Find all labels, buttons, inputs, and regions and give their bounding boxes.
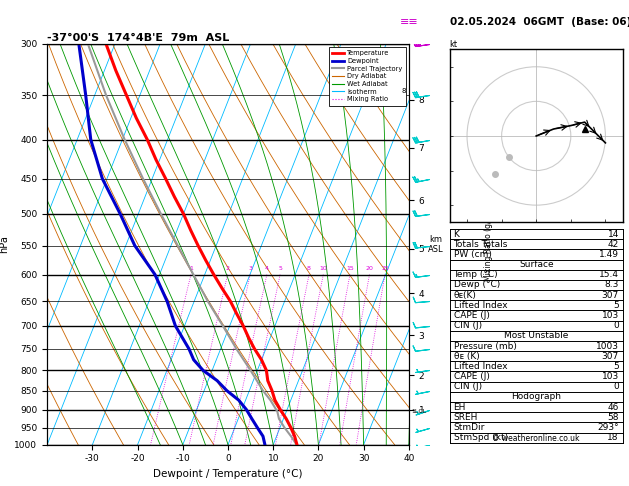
- Text: Totals Totals: Totals Totals: [454, 240, 508, 249]
- Text: 20: 20: [365, 265, 374, 271]
- Text: EH: EH: [454, 402, 466, 412]
- Text: Hodograph: Hodograph: [511, 392, 561, 401]
- Text: CIN (J): CIN (J): [454, 382, 482, 391]
- Text: K: K: [454, 229, 459, 239]
- Text: 58: 58: [608, 413, 619, 422]
- Text: 02.05.2024  06GMT  (Base: 06): 02.05.2024 06GMT (Base: 06): [450, 17, 629, 27]
- Text: 8: 8: [401, 88, 406, 94]
- Text: 18: 18: [608, 433, 619, 442]
- Text: Most Unstable: Most Unstable: [504, 331, 569, 340]
- Text: -37°00'S  174°4B'E  79m  ASL: -37°00'S 174°4B'E 79m ASL: [47, 33, 230, 43]
- Text: 4: 4: [265, 265, 269, 271]
- Text: 1003: 1003: [596, 342, 619, 350]
- Y-axis label: km
ASL: km ASL: [428, 235, 443, 254]
- Text: 10: 10: [320, 265, 327, 271]
- Text: 14: 14: [608, 229, 619, 239]
- Text: 5: 5: [278, 265, 282, 271]
- Text: Mixing Ratio (g/kg): Mixing Ratio (g/kg): [484, 208, 493, 281]
- Y-axis label: hPa: hPa: [0, 235, 9, 253]
- Text: 15.4: 15.4: [599, 270, 619, 279]
- Text: StmDir: StmDir: [454, 423, 485, 432]
- Text: Dewp (°C): Dewp (°C): [454, 280, 500, 290]
- Text: 25: 25: [381, 265, 389, 271]
- Text: 103: 103: [602, 311, 619, 320]
- Text: SREH: SREH: [454, 413, 478, 422]
- Text: Pressure (mb): Pressure (mb): [454, 342, 516, 350]
- Text: CIN (J): CIN (J): [454, 321, 482, 330]
- Text: CAPE (J): CAPE (J): [454, 372, 489, 381]
- Text: kt: kt: [450, 40, 458, 50]
- Text: 42: 42: [608, 240, 619, 249]
- Text: 1.49: 1.49: [599, 250, 619, 259]
- Text: 0: 0: [613, 321, 619, 330]
- Text: 293°: 293°: [598, 423, 619, 432]
- Text: 2: 2: [226, 265, 230, 271]
- Text: 1LCL: 1LCL: [411, 409, 426, 414]
- Text: StmSpd (kt): StmSpd (kt): [454, 433, 508, 442]
- Text: 5: 5: [613, 301, 619, 310]
- Text: 307: 307: [602, 352, 619, 361]
- Text: Temp (°C): Temp (°C): [454, 270, 498, 279]
- Text: Surface: Surface: [519, 260, 554, 269]
- Text: © weatheronline.co.uk: © weatheronline.co.uk: [493, 434, 580, 443]
- Text: 307: 307: [602, 291, 619, 300]
- Text: 0: 0: [613, 382, 619, 391]
- Text: 46: 46: [608, 402, 619, 412]
- Text: θᴇ(K): θᴇ(K): [454, 291, 476, 300]
- Text: Lifted Index: Lifted Index: [454, 301, 507, 310]
- Text: θᴇ (K): θᴇ (K): [454, 352, 479, 361]
- Text: 15: 15: [346, 265, 354, 271]
- Text: 3: 3: [248, 265, 252, 271]
- Text: 103: 103: [602, 372, 619, 381]
- Text: CAPE (J): CAPE (J): [454, 311, 489, 320]
- Text: 1: 1: [189, 265, 193, 271]
- Text: ≡≡: ≡≡: [399, 17, 418, 27]
- Text: 8.3: 8.3: [604, 280, 619, 290]
- Legend: Temperature, Dewpoint, Parcel Trajectory, Dry Adiabat, Wet Adiabat, Isotherm, Mi: Temperature, Dewpoint, Parcel Trajectory…: [329, 47, 406, 106]
- Text: 8: 8: [307, 265, 311, 271]
- Text: Lifted Index: Lifted Index: [454, 362, 507, 371]
- Text: 5: 5: [613, 362, 619, 371]
- Text: PW (cm): PW (cm): [454, 250, 491, 259]
- X-axis label: Dewpoint / Temperature (°C): Dewpoint / Temperature (°C): [153, 469, 303, 479]
